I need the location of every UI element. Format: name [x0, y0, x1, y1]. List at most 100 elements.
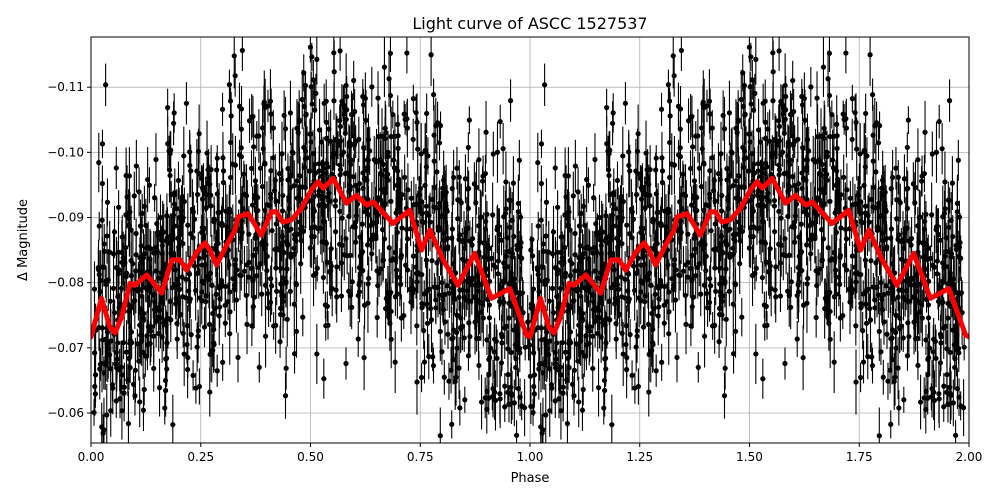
- data-point: [538, 180, 544, 187]
- data-point: [404, 267, 411, 273]
- data-point: [262, 241, 269, 248]
- data-point: [390, 111, 396, 118]
- data-point: [213, 291, 219, 297]
- data-point: [96, 324, 102, 331]
- data-point: [613, 320, 619, 327]
- data-point: [575, 286, 581, 292]
- data-point: [763, 160, 769, 166]
- data-point: [366, 275, 372, 281]
- data-point: [183, 100, 190, 106]
- data-point: [466, 320, 472, 326]
- data-point: [895, 174, 901, 180]
- data-point: [666, 331, 672, 337]
- data-point: [273, 265, 279, 271]
- data-point: [147, 340, 153, 347]
- data-point: [393, 267, 400, 273]
- data-point: [706, 98, 713, 104]
- data-point: [590, 365, 596, 372]
- data-point: [652, 291, 658, 297]
- data-point: [495, 271, 501, 277]
- data-point: [782, 82, 788, 89]
- data-point: [126, 222, 133, 228]
- data-point: [609, 422, 615, 428]
- data-point: [231, 53, 237, 59]
- data-point: [151, 333, 157, 339]
- data-point: [241, 171, 247, 177]
- data-point: [343, 360, 349, 367]
- data-point: [399, 225, 405, 231]
- y-axis-label: Δ Magnitude: [16, 199, 31, 281]
- data-point: [601, 405, 607, 411]
- data-point: [849, 96, 855, 102]
- data-point: [270, 155, 276, 161]
- data-point: [939, 146, 945, 152]
- data-point: [830, 157, 836, 163]
- data-point: [383, 130, 389, 136]
- data-point: [585, 182, 592, 188]
- data-point: [196, 383, 202, 390]
- data-point: [905, 185, 911, 192]
- data-point: [227, 331, 233, 337]
- data-point: [755, 127, 762, 133]
- data-point: [458, 326, 464, 332]
- data-point: [430, 354, 436, 360]
- data-point: [261, 99, 267, 105]
- data-point: [328, 138, 334, 144]
- data-point: [759, 274, 765, 281]
- data-point: [415, 146, 421, 152]
- data-point: [388, 198, 394, 204]
- data-point: [395, 121, 401, 127]
- data-point: [464, 288, 470, 294]
- data-point: [360, 93, 366, 100]
- data-point: [204, 274, 211, 280]
- data-point: [403, 262, 409, 268]
- data-point: [385, 294, 391, 300]
- data-point: [580, 251, 586, 257]
- data-point: [475, 299, 481, 305]
- data-point: [546, 366, 553, 372]
- data-point: [596, 315, 603, 321]
- data-point: [832, 257, 838, 263]
- data-point: [252, 192, 258, 198]
- data-point: [695, 364, 701, 370]
- data-point: [417, 271, 423, 277]
- data-point: [888, 285, 894, 291]
- data-point: [838, 225, 844, 231]
- data-point: [287, 288, 293, 295]
- data-point: [782, 360, 788, 367]
- data-point: [535, 160, 541, 166]
- data-point: [596, 214, 603, 221]
- data-point: [678, 47, 684, 54]
- data-point: [649, 310, 655, 317]
- data-point: [683, 321, 689, 327]
- data-point: [97, 289, 103, 295]
- data-point: [665, 262, 671, 268]
- data-point: [492, 336, 498, 342]
- data-point: [895, 294, 901, 300]
- data-point: [104, 199, 111, 205]
- data-point: [566, 340, 572, 346]
- data-point: [251, 294, 257, 300]
- data-point: [92, 383, 98, 390]
- data-point: [634, 328, 640, 334]
- data-point: [226, 262, 232, 268]
- data-point: [430, 92, 437, 98]
- data-point: [692, 246, 698, 252]
- data-point: [723, 266, 729, 272]
- data-point: [148, 246, 154, 252]
- data-point: [423, 257, 430, 263]
- data-point: [388, 134, 394, 140]
- data-point: [875, 140, 882, 146]
- data-point: [951, 285, 957, 291]
- data-point: [267, 98, 274, 104]
- data-point: [116, 304, 122, 311]
- data-point: [450, 357, 456, 363]
- data-point: [284, 316, 290, 322]
- data-point: [278, 265, 284, 271]
- data-point: [722, 365, 728, 371]
- data-point: [955, 157, 961, 163]
- data-point: [314, 351, 320, 357]
- data-point: [217, 304, 223, 310]
- data-point: [337, 241, 343, 247]
- data-point: [486, 245, 492, 251]
